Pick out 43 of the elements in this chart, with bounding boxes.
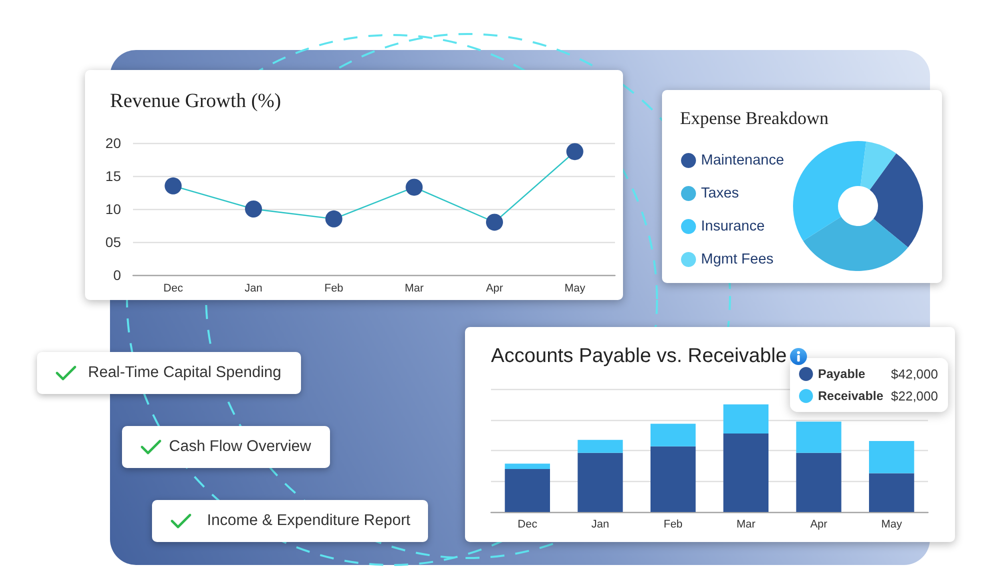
text: $22,000 bbox=[891, 388, 938, 404]
x-tick-label: Mar bbox=[404, 282, 424, 294]
y-tick-label: 0 bbox=[113, 267, 122, 283]
y-tick-label: 10 bbox=[105, 201, 122, 217]
x-tick-label: May bbox=[564, 282, 586, 294]
bar bbox=[504, 468, 550, 512]
x-tick-label: Mar bbox=[736, 518, 756, 530]
text: Real-Time Capital Spending bbox=[88, 364, 282, 382]
y-tick-label: 20 bbox=[105, 135, 122, 151]
x-tick-label: Dec bbox=[163, 282, 184, 294]
chart-title: Accounts Payable vs. Receivable bbox=[491, 345, 787, 368]
text: Cash Flow Overview bbox=[169, 438, 312, 456]
x-tick-label: Dec bbox=[518, 518, 538, 530]
chart-title: Revenue Growth (%) bbox=[110, 90, 282, 113]
legend-label: Payable bbox=[818, 367, 866, 381]
legend-label: Receivable bbox=[818, 389, 884, 403]
x-tick-label: Jan bbox=[244, 282, 262, 294]
bar bbox=[578, 452, 623, 512]
bar bbox=[504, 464, 550, 469]
x-tick-label: Jan bbox=[591, 518, 610, 530]
bar bbox=[650, 424, 696, 446]
legend-label: Maintenance bbox=[701, 152, 784, 168]
x-tick-label: Feb bbox=[664, 518, 683, 530]
bar bbox=[650, 446, 696, 512]
legend-label: Mgmt Fees bbox=[701, 252, 774, 268]
bar bbox=[796, 452, 842, 512]
y-tick-label: 05 bbox=[105, 234, 122, 250]
text: Expense Breakdown bbox=[680, 108, 828, 129]
bar bbox=[796, 422, 842, 453]
x-tick-label: Apr bbox=[486, 282, 504, 294]
bar bbox=[723, 433, 768, 512]
x-tick-label: Apr bbox=[810, 518, 828, 530]
text: $42,000 bbox=[891, 366, 938, 382]
legend-label: Taxes bbox=[701, 186, 739, 202]
bar bbox=[723, 404, 768, 434]
text: Income & Expenditure Report bbox=[207, 512, 410, 530]
legend-label: Insurance bbox=[701, 218, 765, 234]
y-tick-label: 15 bbox=[105, 168, 122, 184]
bar bbox=[869, 440, 914, 474]
x-tick-label: Feb bbox=[324, 282, 344, 294]
x-tick-label: May bbox=[881, 518, 902, 530]
bar bbox=[869, 473, 914, 512]
bar bbox=[578, 440, 623, 453]
